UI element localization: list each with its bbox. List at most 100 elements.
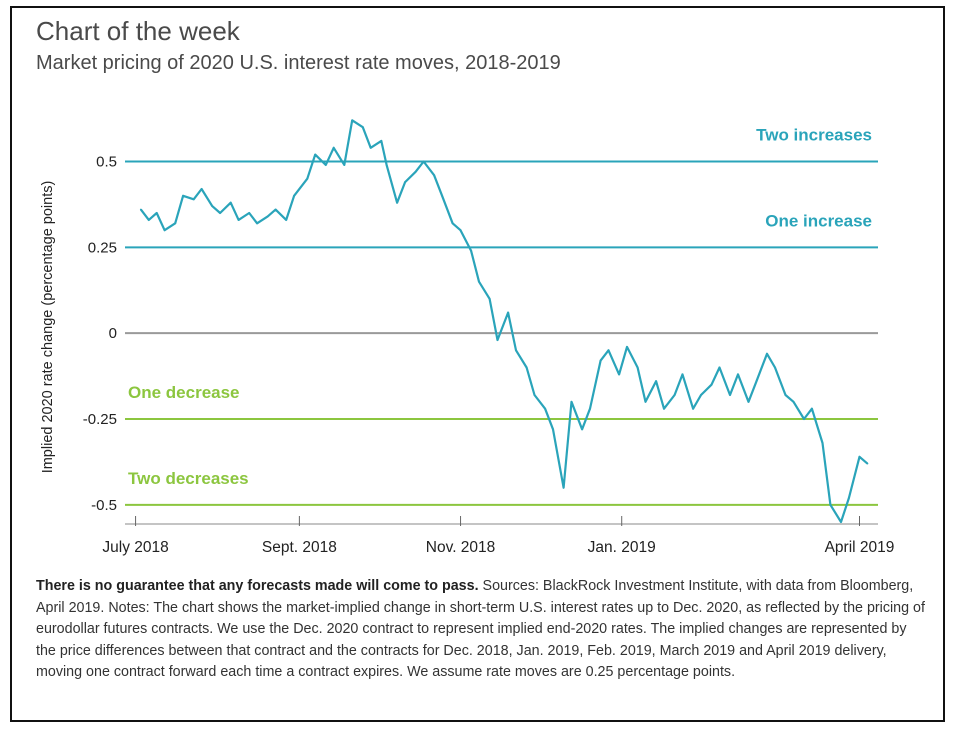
series-point — [293, 194, 295, 197]
series-point — [507, 311, 510, 314]
series-point — [351, 119, 354, 122]
x-tick-label-4: April 2019 — [825, 539, 895, 556]
series-point — [792, 400, 795, 403]
series-point — [718, 366, 721, 369]
series-point — [607, 349, 610, 352]
series-point — [766, 352, 768, 355]
chart-frame — [10, 6, 945, 722]
series-point — [314, 153, 317, 156]
series-point — [385, 164, 388, 166]
x-tick-label-3: Jan. 2019 — [588, 539, 656, 556]
y-axis-label: Implied 2020 rate change (percentage poi… — [40, 181, 56, 474]
chart-title: Chart of the week — [36, 16, 240, 46]
reference-label-3: One decrease — [128, 383, 240, 402]
series-point — [182, 194, 185, 197]
series-point — [840, 521, 842, 523]
series-point — [369, 146, 372, 149]
series-point — [248, 212, 251, 214]
series-point — [747, 400, 750, 403]
series-point — [404, 181, 406, 184]
series-point — [784, 394, 787, 396]
series-point — [192, 198, 195, 201]
series-point — [866, 462, 869, 465]
series-point — [459, 229, 462, 232]
series-point — [533, 394, 536, 396]
series-point — [414, 170, 417, 173]
y-tick-label-3: -0.25 — [83, 411, 117, 428]
series-point — [343, 164, 346, 166]
series-point — [755, 380, 758, 383]
series-point — [496, 339, 499, 341]
footnote: There is no guarantee that any forecasts… — [36, 576, 926, 684]
y-tick-label-1: 0.25 — [88, 239, 117, 256]
series-point — [626, 346, 628, 348]
series-point — [552, 428, 554, 431]
series-point — [636, 366, 639, 369]
series-point — [163, 229, 166, 232]
series-point — [618, 373, 620, 376]
series-point — [774, 366, 776, 369]
x-tick-label-0: July 2018 — [102, 539, 168, 556]
series-point — [147, 218, 150, 221]
series-point — [737, 373, 739, 376]
series-point — [256, 222, 259, 225]
reference-label-4: Two decreases — [128, 469, 249, 488]
series-point — [858, 455, 861, 458]
series-point — [441, 194, 443, 197]
series-point — [710, 383, 713, 386]
series-point — [200, 188, 203, 190]
series-point — [811, 407, 813, 410]
series-point — [324, 164, 327, 166]
x-tick-label-2: Nov. 2018 — [426, 539, 496, 556]
series-point — [274, 208, 277, 211]
series-point — [237, 218, 240, 221]
series-point — [433, 174, 436, 177]
series-point — [544, 407, 546, 410]
footnote-text: Sources: BlackRock Investment Institute,… — [36, 578, 925, 681]
series-point — [644, 400, 647, 403]
series-point — [663, 407, 665, 410]
series-point — [515, 349, 517, 352]
series-point — [655, 380, 657, 383]
series-point — [422, 160, 425, 163]
footnote-disclaimer: There is no guarantee that any forecasts… — [36, 578, 479, 594]
series-point — [821, 442, 824, 444]
y-tick-label-2: 0 — [109, 325, 117, 342]
series-point — [829, 503, 832, 506]
y-tick-label-0: 0.5 — [96, 154, 117, 171]
reference-label-0: Two increases — [756, 126, 872, 145]
series-point — [581, 428, 583, 431]
series-point — [470, 249, 473, 252]
series-point — [488, 297, 491, 300]
series-point — [570, 400, 573, 403]
series-point — [451, 222, 454, 225]
series-point — [285, 218, 288, 221]
series-point — [848, 497, 850, 499]
series-point — [219, 212, 222, 214]
series-point — [692, 407, 694, 410]
series-point — [396, 201, 399, 204]
series-point — [174, 222, 177, 225]
series-point — [155, 212, 158, 214]
series-point — [306, 177, 309, 180]
series-point — [139, 208, 142, 211]
series-line-0 — [140, 119, 869, 524]
x-tick-label-1: Sept. 2018 — [262, 539, 337, 556]
series-point — [673, 394, 676, 396]
series-point — [589, 407, 591, 410]
series-point — [266, 215, 269, 218]
y-tick-label-4: -0.5 — [91, 497, 117, 514]
series-point — [599, 359, 602, 362]
series-point — [380, 140, 383, 142]
series-point — [681, 373, 684, 376]
series-point — [562, 486, 565, 489]
series-point — [700, 394, 702, 396]
chart-subtitle: Market pricing of 2020 U.S. interest rat… — [36, 52, 561, 74]
series-point — [229, 201, 232, 204]
series-point — [211, 205, 214, 208]
series-point — [478, 280, 480, 283]
series-point — [803, 418, 805, 420]
series-point — [332, 146, 335, 149]
series-point — [729, 394, 731, 396]
